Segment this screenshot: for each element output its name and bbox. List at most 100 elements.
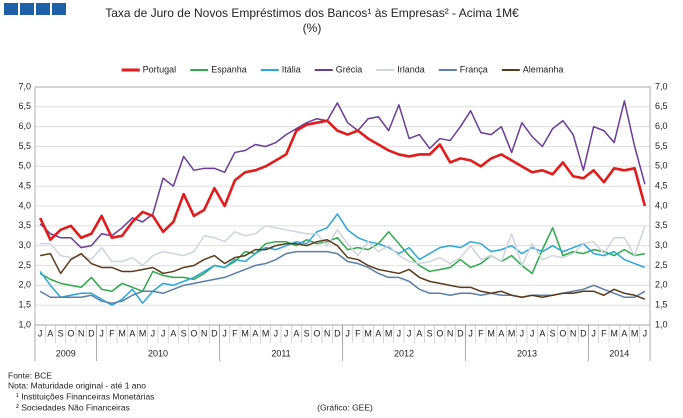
x-tick-label: M — [610, 328, 618, 338]
x-tick-label: J — [161, 328, 166, 338]
y-tick-label: 5,0 — [18, 161, 31, 171]
y2-tick-label: 4,5 — [655, 181, 668, 191]
x-tick-label: J — [222, 328, 227, 338]
x-tick-label: J — [643, 328, 648, 338]
x-tick-label: S — [58, 328, 64, 338]
y2-tick-label: 6,5 — [655, 101, 668, 111]
x-tick-label: A — [416, 328, 422, 338]
x-tick-label: S — [427, 328, 433, 338]
x-tick-label: A — [293, 328, 299, 338]
x-tick-label: J — [345, 328, 350, 338]
x-tick-label: J — [274, 328, 279, 338]
legend-label: Irlanda — [397, 64, 425, 74]
series-line — [38, 119, 647, 242]
logo — [4, 3, 66, 15]
y2-tick-label: 6,0 — [655, 121, 668, 131]
y2-tick-label: 1,0 — [655, 319, 668, 329]
y2-tick-label: 5,0 — [655, 161, 668, 171]
note: Fonte: BCE — [8, 370, 52, 380]
y-tick-label: 7,0 — [18, 81, 31, 91]
x-tick-label: F — [601, 328, 607, 338]
y2-tick-label: 2,0 — [655, 280, 668, 290]
x-tick-label: A — [170, 328, 176, 338]
y2-tick-label: 5,5 — [655, 141, 668, 151]
y-tick-label: 2,5 — [18, 260, 31, 270]
year-label: 2010 — [148, 348, 168, 358]
x-tick-label: J — [591, 328, 596, 338]
x-tick-label: J — [397, 328, 402, 338]
credit: (Gráfico: GEE) — [317, 402, 373, 412]
x-tick-label: J — [468, 328, 473, 338]
x-tick-label: M — [487, 328, 495, 338]
x-tick-label: O — [190, 328, 197, 338]
legend-label: Espanha — [211, 64, 247, 74]
x-tick-label: A — [252, 328, 258, 338]
chart-title: Taxa de Juro de Novos Empréstimos dos Ba… — [105, 6, 519, 20]
y-tick-label: 3,5 — [18, 220, 31, 230]
y-tick-label: 5,5 — [18, 141, 31, 151]
x-tick-label: N — [201, 328, 208, 338]
x-tick-label: N — [78, 328, 85, 338]
x-tick-label: S — [550, 328, 556, 338]
x-tick-label: N — [447, 328, 454, 338]
series-line — [39, 227, 646, 293]
y-tick-label: 2,0 — [18, 280, 31, 290]
x-tick-label: J — [38, 328, 43, 338]
x-tick-label: M — [139, 328, 147, 338]
x-tick-label: J — [284, 328, 289, 338]
x-tick-label: M — [508, 328, 516, 338]
series-line — [40, 225, 646, 267]
series-line — [39, 250, 646, 304]
y-tick-label: 1,0 — [18, 319, 31, 329]
series-line — [39, 238, 646, 300]
note: ² Sociedades Não Financeiras — [16, 402, 130, 412]
legend-label: Itália — [282, 64, 301, 74]
year-label: 2013 — [517, 348, 537, 358]
y-tick-label: 6,0 — [18, 121, 31, 131]
series-line — [39, 100, 646, 249]
legend-label: Portugal — [143, 64, 177, 74]
x-tick-label: J — [520, 328, 525, 338]
x-tick-label: F — [109, 328, 115, 338]
year-label: 2012 — [394, 348, 414, 358]
legend: Portugal Espanha Itália Grécia Irlanda França… — [121, 64, 563, 74]
series-line — [39, 213, 646, 306]
x-tick-label: J — [407, 328, 412, 338]
x-tick-label: D — [580, 328, 587, 338]
x-tick-label: F — [355, 328, 361, 338]
x-tick-label: M — [118, 328, 126, 338]
y-tick-label: 3,0 — [18, 240, 31, 250]
chart-subtitle: (%) — [303, 21, 322, 35]
legend-label: Grécia — [336, 64, 363, 74]
x-tick-label: M — [241, 328, 249, 338]
x-tick-label: D — [334, 328, 341, 338]
x-tick-label: S — [181, 328, 187, 338]
x-tick-label: O — [67, 328, 74, 338]
note: Nota: Maturidade original - até 1 ano — [8, 380, 146, 390]
x-tick-label: A — [129, 328, 135, 338]
year-label: 2014 — [609, 348, 629, 358]
y-tick-label: 1,5 — [18, 300, 31, 310]
x-tick-label: F — [232, 328, 238, 338]
x-tick-label: D — [457, 328, 464, 338]
x-tick-label: A — [621, 328, 627, 338]
y2-tick-label: 4,0 — [655, 200, 668, 210]
x-tick-label: J — [530, 328, 535, 338]
x-tick-label: D — [211, 328, 218, 338]
x-tick-label: A — [47, 328, 53, 338]
x-tick-label: A — [539, 328, 545, 338]
note: ¹ Instituições Financeiras Monetárias — [16, 391, 154, 401]
x-tick-label: J — [99, 328, 104, 338]
y2-tick-label: 3,5 — [655, 220, 668, 230]
x-tick-label: O — [436, 328, 443, 338]
x-tick-label: N — [324, 328, 331, 338]
y-tick-label: 6,5 — [18, 101, 31, 111]
y2-tick-label: 3,0 — [655, 240, 668, 250]
y2-tick-label: 2,5 — [655, 260, 668, 270]
x-tick-label: N — [570, 328, 577, 338]
x-tick-label: M — [364, 328, 372, 338]
x-tick-label: D — [88, 328, 95, 338]
x-tick-label: A — [375, 328, 381, 338]
x-tick-label: A — [498, 328, 504, 338]
